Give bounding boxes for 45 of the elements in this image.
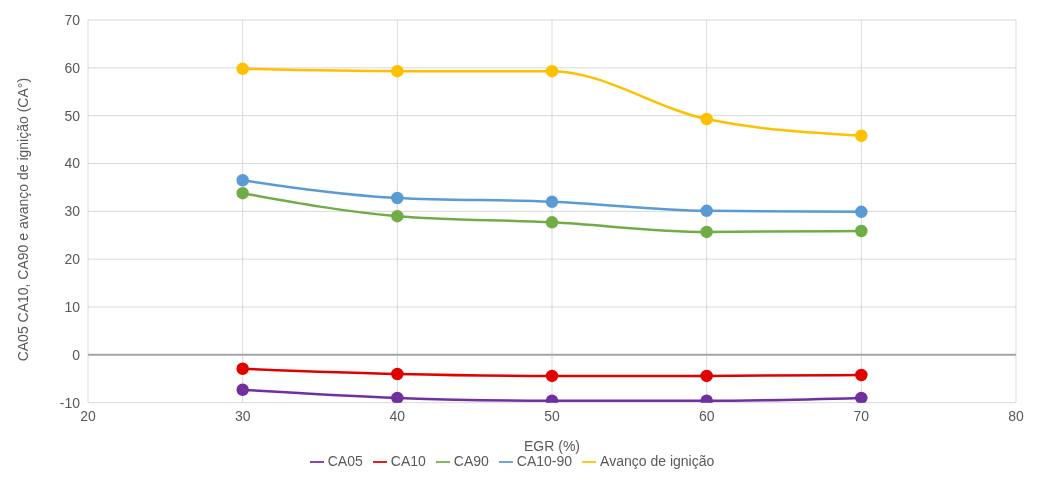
legend-label: Avanço de ignição: [600, 452, 715, 469]
y-tick-label: -10: [59, 394, 81, 411]
point: [545, 216, 559, 229]
point: [700, 225, 713, 239]
x-tick-label: 60: [698, 407, 715, 424]
x-tick-label: 20: [80, 407, 96, 424]
y-tick-label: 50: [64, 107, 81, 124]
point: [700, 112, 713, 126]
point: [391, 209, 404, 223]
point: [236, 362, 249, 375]
y-tick-label: 10: [64, 299, 81, 315]
point: [391, 367, 404, 381]
x-tick-label: 80: [1008, 407, 1024, 424]
x-tick-label: 30: [234, 407, 251, 424]
point: [855, 368, 868, 382]
x-tick-label: 50: [544, 407, 560, 424]
point: [545, 195, 559, 209]
point: [700, 369, 713, 383]
point: [700, 204, 713, 218]
point: [855, 391, 868, 403]
point: [545, 369, 559, 383]
y-tick-label: 20: [64, 251, 81, 268]
point: [391, 64, 404, 78]
point: [236, 186, 249, 200]
y-tick-label: 30: [64, 203, 81, 220]
point: [391, 391, 404, 403]
x-tick-label: 40: [389, 407, 406, 424]
point: [855, 224, 868, 238]
point: [236, 62, 249, 76]
point: [545, 64, 559, 78]
point: [855, 205, 868, 219]
y-tick-label: 40: [64, 155, 81, 172]
legend-label: CA90: [453, 452, 489, 469]
y-axis-title: CA05 CA10, CA90 e avanço de ignição (CA°): [14, 77, 31, 362]
x-tick-label: 70: [853, 407, 870, 424]
x-axis-title: EGR (%): [524, 437, 580, 454]
y-tick-label: 0: [72, 346, 81, 363]
legend-label: CA05: [327, 452, 363, 469]
y-tick-label: 70: [64, 11, 81, 28]
point: [236, 174, 249, 187]
point: [236, 383, 249, 397]
y-tick-label: 60: [64, 59, 81, 76]
legend-label: CA10: [390, 452, 426, 469]
point: [391, 191, 404, 205]
point: [855, 129, 868, 143]
